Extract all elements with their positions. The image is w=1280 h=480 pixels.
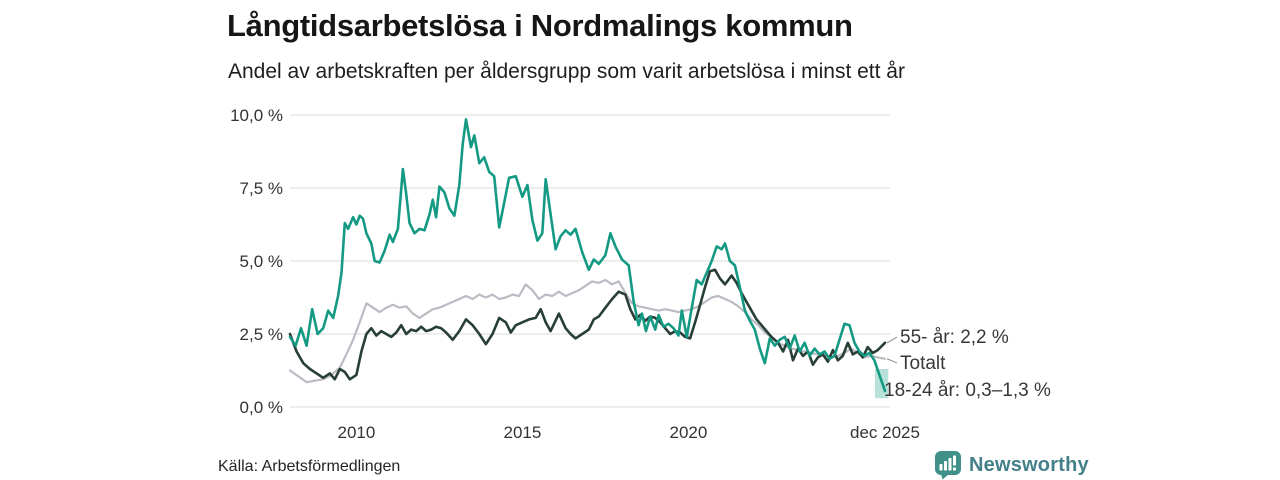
y-tick-label: 5,0 % <box>240 252 283 271</box>
y-tick-label: 0,0 % <box>240 398 283 417</box>
y-tick-label: 7,5 % <box>240 179 283 198</box>
annotation-label: 55- år: 2,2 % <box>900 327 1009 348</box>
series-line-18-24-ar <box>288 118 887 393</box>
y-tick-label: 10,0 % <box>230 106 283 125</box>
source-note: Källa: Arbetsförmedlingen <box>218 458 401 475</box>
series-line-totalt <box>288 278 887 384</box>
x-tick-label: dec 2025 <box>850 423 920 442</box>
annotation-connector <box>886 336 898 344</box>
newsworthy-logo-icon <box>935 451 961 480</box>
annotation-connector <box>886 358 898 364</box>
x-tick-label: 2010 <box>337 423 375 442</box>
chart-subtitle: Andel av arbetskraften per åldersgrupp s… <box>228 60 905 83</box>
x-tick-label: 2020 <box>669 423 707 442</box>
series-line-55-ar <box>288 268 887 381</box>
brand-name: Newsworthy <box>969 453 1089 476</box>
x-tick-label: 2015 <box>503 423 541 442</box>
annotation-label: 18-24 år: 0,3–1,3 % <box>884 380 1051 401</box>
chart-title: Långtidsarbetslösa i Nordmalings kommun <box>227 8 853 43</box>
brand-logo: Newsworthy <box>934 450 1089 480</box>
y-tick-label: 2,5 % <box>240 325 283 344</box>
annotation-label: Totalt <box>900 353 946 374</box>
